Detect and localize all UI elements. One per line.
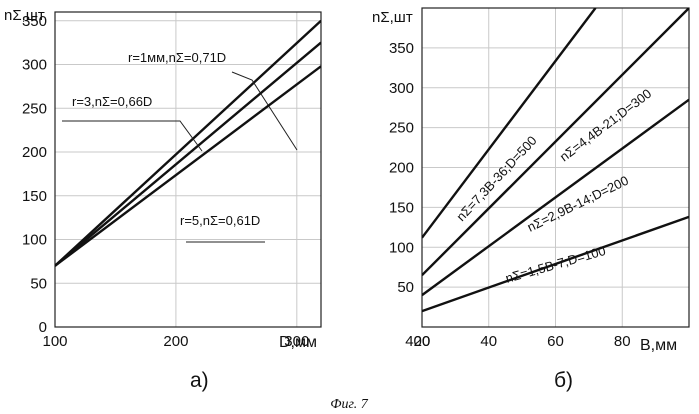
chart-b: 2040608050100150200250300350nΣ,штВ,ммб)n… bbox=[372, 8, 689, 392]
y-tick-label: 50 bbox=[30, 275, 47, 292]
panel-label: б) bbox=[554, 369, 573, 392]
x-tick-label: 40 bbox=[480, 333, 497, 350]
y-tick-label: 150 bbox=[389, 199, 414, 216]
y-tick-label: 200 bbox=[22, 144, 47, 161]
series-annotation: r=5,nΣ=0,61D bbox=[180, 213, 260, 228]
y-tick-label: 200 bbox=[389, 160, 414, 177]
chart-a: 100200300400050100150200250300350nΣ,штD,… bbox=[4, 7, 430, 392]
y-tick-label: 150 bbox=[22, 188, 47, 205]
series-annotation: r=3,nΣ=0,66D bbox=[72, 94, 152, 109]
y-tick-label: 350 bbox=[389, 40, 414, 57]
annotation-leader bbox=[62, 121, 202, 151]
y-tick-label: 100 bbox=[22, 232, 47, 249]
y-axis-label: nΣ,шт bbox=[4, 7, 45, 24]
y-tick-label: 0 bbox=[39, 319, 47, 336]
x-tick-label: 20 bbox=[414, 333, 431, 350]
figure-caption: Фиг. 7 bbox=[330, 397, 369, 412]
y-axis-label: nΣ,шт bbox=[372, 9, 413, 26]
series-annotation: r=1мм,nΣ=0,71D bbox=[128, 50, 226, 65]
x-tick-label: 60 bbox=[547, 333, 564, 350]
x-tick-label: 80 bbox=[614, 333, 631, 350]
panel-label: а) bbox=[190, 369, 209, 392]
y-tick-label: 300 bbox=[389, 80, 414, 97]
y-tick-label: 250 bbox=[389, 120, 414, 137]
series-line-2 bbox=[55, 43, 321, 266]
x-axis-label: D,мм bbox=[279, 334, 317, 351]
y-tick-label: 300 bbox=[22, 57, 47, 74]
y-tick-label: 250 bbox=[22, 100, 47, 117]
x-axis-label: В,мм bbox=[640, 337, 677, 354]
y-tick-label: 100 bbox=[389, 239, 414, 256]
annotation-leader bbox=[232, 72, 297, 150]
y-tick-label: 50 bbox=[397, 279, 414, 296]
x-tick-label: 200 bbox=[163, 333, 188, 350]
